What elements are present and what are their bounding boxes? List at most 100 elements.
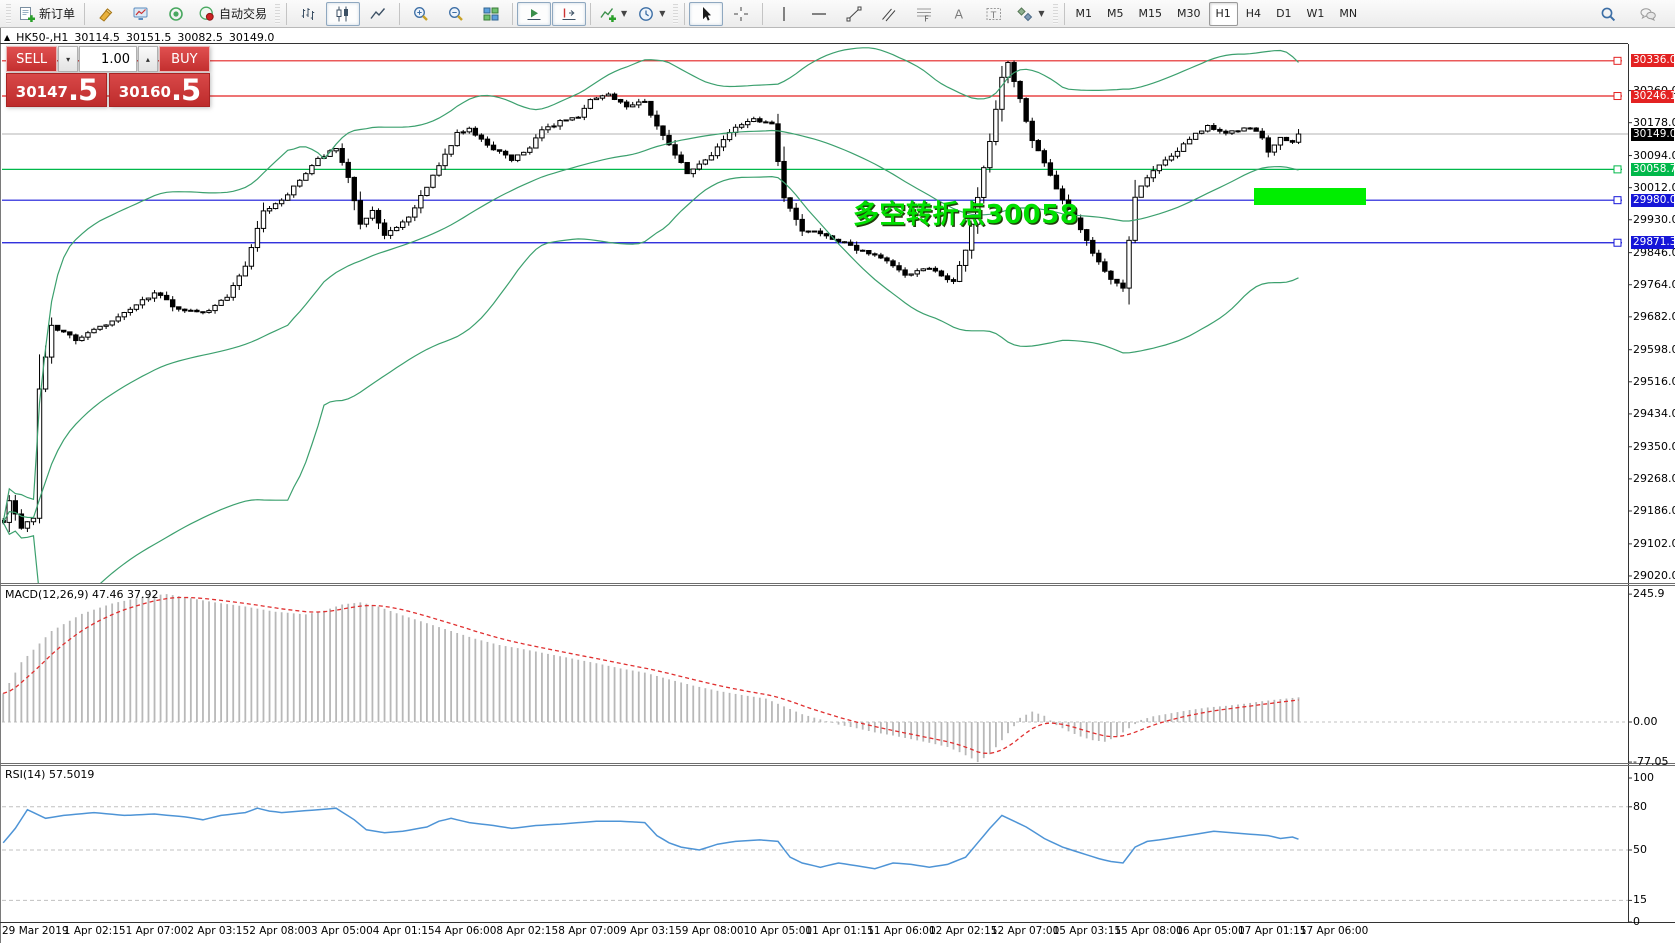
timeframe-d1-button[interactable]: D1 <box>1276 7 1292 20</box>
toolbar-grip <box>673 3 679 24</box>
text-label-button[interactable]: T <box>977 2 1011 26</box>
time-axis-label: 12 Apr 07:00 <box>990 925 1060 937</box>
price-tick-label: 100 <box>1633 771 1654 784</box>
price-tick-label: 80 <box>1633 799 1647 813</box>
price-tick-label: 30178.0 <box>1633 115 1675 129</box>
price-tick-label: 29598.0 <box>1633 342 1675 356</box>
price-tick-label: 29516.0 <box>1633 374 1675 388</box>
time-axis-label: 3 Apr 05:00 <box>311 925 373 937</box>
hline-price-label: 29871.3 <box>1631 236 1675 250</box>
periods-icon <box>639 6 654 21</box>
text-button[interactable]: A <box>942 2 976 26</box>
indicators-button[interactable]: ▼ <box>595 2 632 26</box>
time-axis-label: 8 Apr 02:15 <box>496 925 559 937</box>
search-button[interactable] <box>1591 2 1625 26</box>
horizontal-line-button[interactable] <box>802 2 836 26</box>
toolbar-separator <box>684 2 686 25</box>
autotrading-button-label: 自动交易 <box>219 7 268 21</box>
trendline-button[interactable] <box>837 2 871 26</box>
sell-price-box[interactable]: 30147 .5 <box>6 73 107 107</box>
signals-icon <box>169 6 183 21</box>
rsi-indicator-label: RSI(14) 57.5019 <box>5 768 95 781</box>
chart-line-button[interactable] <box>361 2 395 26</box>
toolbar-separator <box>399 2 401 25</box>
toolbar-separator <box>84 2 86 25</box>
sell-button[interactable]: SELL <box>6 46 58 72</box>
tile-windows-button[interactable] <box>474 2 508 26</box>
periods-button-dropdown-icon[interactable]: ▼ <box>659 9 666 18</box>
buy-price-box[interactable]: 30160 .5 <box>109 73 210 107</box>
chart-annotation-text: 多空转折点30058 <box>853 200 1079 230</box>
shapes-button-dropdown-icon[interactable]: ▼ <box>1038 9 1045 18</box>
label-icon: T <box>986 7 1002 20</box>
chart-shift-button[interactable] <box>552 1 587 26</box>
time-axis-label: 17 Apr 01:15 <box>1238 925 1307 937</box>
autotrading-button[interactable]: 自动交易 <box>194 2 272 26</box>
cursor-icon <box>703 6 712 21</box>
timeframe-m5-button[interactable]: M5 <box>1107 7 1124 20</box>
signals-button[interactable] <box>159 2 193 26</box>
crosshair-button[interactable] <box>724 2 758 26</box>
vertical-line-button[interactable] <box>767 2 801 26</box>
time-axis-label: 9 Apr 03:15 <box>620 925 682 937</box>
vline-icon <box>783 6 785 21</box>
chart-ohlc-header: ▲ HK50-,H1 30114.5 30151.5 30082.5 30149… <box>4 30 274 44</box>
zoom-in-button[interactable] <box>404 2 438 26</box>
chart-bars-button[interactable] <box>291 2 325 26</box>
time-axis-label: 2 Apr 08:00 <box>249 925 311 937</box>
timeframe-h4-button[interactable]: H4 <box>1245 7 1262 20</box>
time-axis-label: 17 Apr 06:00 <box>1299 925 1369 937</box>
volume-down-button[interactable]: ▾ <box>58 46 78 72</box>
hline-price-label: 30058.7 <box>1631 162 1675 176</box>
time-axis-label: 4 Apr 01:15 <box>372 925 435 937</box>
channel-button[interactable] <box>872 2 906 26</box>
buy-button[interactable]: BUY <box>158 46 210 72</box>
svg-text:F: F <box>925 14 929 22</box>
time-axis-label: 29 Mar 2019 <box>2 925 69 937</box>
new-order-button[interactable]: 新订单 <box>14 2 80 26</box>
time-axis-label: 11 Apr 06:00 <box>867 925 936 937</box>
toolbar-separator <box>286 2 288 25</box>
time-axis-label: 11 Apr 01:15 <box>805 925 874 937</box>
toolbar-grip <box>1052 3 1058 24</box>
fibonacci-button[interactable]: F <box>907 2 941 26</box>
timeframe-m30-button[interactable]: M30 <box>1177 7 1201 20</box>
timeframe-h1-button[interactable]: H1 <box>1208 1 1238 26</box>
chart-candles-button[interactable] <box>326 1 361 26</box>
time-axis-label: 12 Apr 02:15 <box>929 925 998 937</box>
price-tick-label: 0 <box>1633 915 1640 928</box>
cursor-button[interactable] <box>689 1 724 26</box>
volume-up-button[interactable]: ▴ <box>138 46 158 72</box>
toolbar-separator <box>1063 2 1065 25</box>
collapse-chart-icon[interactable]: ▲ <box>4 32 11 42</box>
terminal-icon <box>133 7 148 20</box>
trendline-icon <box>846 6 862 21</box>
price-tick-label: 29682.0 <box>1633 309 1675 323</box>
indicators-button-dropdown-icon[interactable]: ▼ <box>621 9 628 18</box>
toolbar-grip <box>275 3 281 24</box>
bars-icon <box>301 7 315 20</box>
chat-button[interactable] <box>1631 2 1665 26</box>
channel-icon <box>882 8 896 21</box>
metaeditor-button[interactable] <box>89 2 123 26</box>
timeframe-mn-button[interactable]: MN <box>1339 7 1358 20</box>
buy-price-big: .5 <box>170 73 201 107</box>
time-axis-label: 15 Apr 08:00 <box>1114 925 1183 937</box>
auto-scroll-button[interactable] <box>517 1 552 26</box>
timeframe-w1-button[interactable]: W1 <box>1306 7 1325 20</box>
periods-button[interactable]: ▼ <box>633 2 670 26</box>
terminal-button[interactable] <box>124 2 158 26</box>
hline-price-label: 30336.0 <box>1631 54 1675 68</box>
timeframe-m15-button[interactable]: M15 <box>1138 7 1163 20</box>
volume-input[interactable] <box>79 46 137 72</box>
chart-window: ▲ HK50-,H1 30114.5 30151.5 30082.5 30149… <box>0 28 1675 943</box>
time-axis-label: 1 Apr 02:15 <box>63 925 126 937</box>
shapes-button[interactable]: ▼ <box>1012 2 1049 26</box>
price-tick-label: 0.00 <box>1633 715 1658 728</box>
price-tick-label: 29268.0 <box>1633 471 1675 485</box>
zoom-out-button[interactable] <box>439 2 473 26</box>
buy-price-main: 30160 <box>118 83 171 101</box>
timeframe-m1-button[interactable]: M1 <box>1075 7 1093 20</box>
chart-canvas[interactable] <box>0 28 1675 943</box>
